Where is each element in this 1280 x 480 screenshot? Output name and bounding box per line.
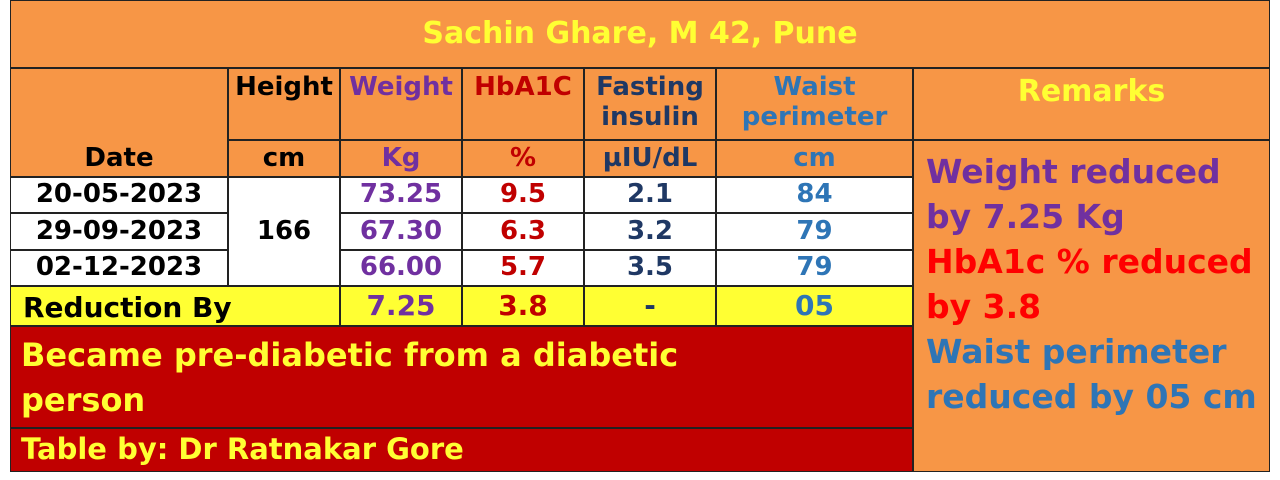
header-cell: Height — [228, 68, 340, 140]
data-cell: 2.1 — [584, 177, 716, 213]
height-cell: 166 — [228, 177, 340, 286]
title: Sachin Ghare, M 42, Pune — [10, 0, 1270, 68]
reduction-value: 05 — [716, 286, 913, 326]
data-cell: 79 — [716, 213, 913, 250]
data-cell: 5.7 — [462, 250, 584, 286]
data-cell: 3.2 — [584, 213, 716, 250]
header-cell: HbA1C — [462, 68, 584, 140]
remarks-title: Remarks — [913, 68, 1270, 140]
data-cell: 20-05-2023 — [10, 177, 228, 213]
data-cell: 73.25 — [340, 177, 462, 213]
reduction-value: 3.8 — [462, 286, 584, 326]
remark: Weight reduced by 7.25 Kg — [926, 152, 1221, 236]
unit-cell: cm — [716, 140, 913, 177]
header-cell: Waist perimeter — [716, 68, 913, 140]
unit-cell: % — [462, 140, 584, 177]
data-cell: 84 — [716, 177, 913, 213]
data-cell: 66.00 — [340, 250, 462, 286]
remarks-text: Weight reduced by 7.25 Kg HbA1c % reduced… — [913, 140, 1270, 472]
unit-cell: Kg — [340, 140, 462, 177]
data-cell: 02-12-2023 — [10, 250, 228, 286]
credit: Table by: Dr Ratnakar Gore — [10, 428, 913, 472]
remark: Waist perimeter reduced by 05 cm — [926, 332, 1257, 416]
unit-cell: cm — [228, 140, 340, 177]
reduction-value: 7.25 — [340, 286, 462, 326]
data-cell: 6.3 — [462, 213, 584, 250]
unit-cell: µIU/dL — [584, 140, 716, 177]
header-cell: Fasting insulin — [584, 68, 716, 140]
data-cell: 3.5 — [584, 250, 716, 286]
data-cell: 29-09-2023 — [10, 213, 228, 250]
data-cell: 67.30 — [340, 213, 462, 250]
remark: HbA1c % reduced by 3.8 — [926, 242, 1253, 326]
reduction-value: - — [584, 286, 716, 326]
note: Became pre-diabetic from a diabetic pers… — [10, 326, 913, 428]
data-cell: 79 — [716, 250, 913, 286]
header-cell: Weight — [340, 68, 462, 140]
reduction-label: Reduction By — [10, 286, 340, 326]
header-cell: Date — [10, 68, 228, 177]
data-cell: 9.5 — [462, 177, 584, 213]
